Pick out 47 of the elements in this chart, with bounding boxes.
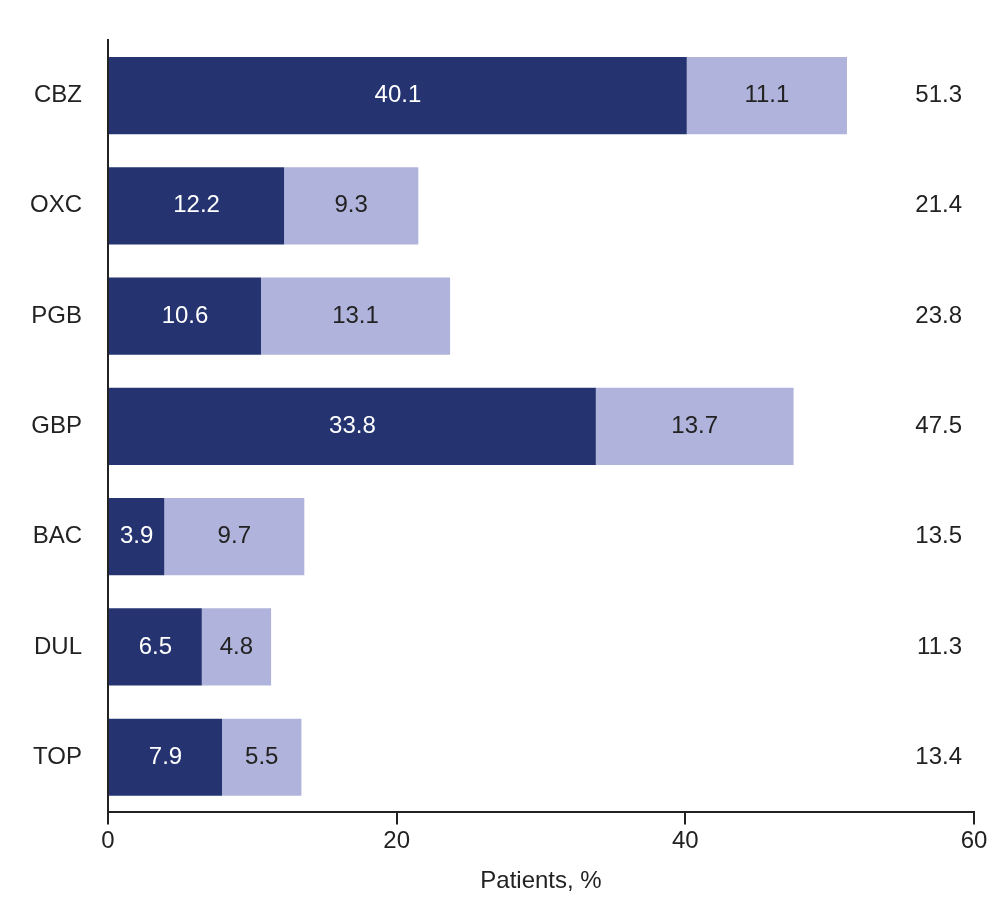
data-label: 40.1 bbox=[374, 80, 422, 108]
bar bbox=[109, 167, 285, 245]
data-label: 11.1 bbox=[744, 80, 790, 108]
x-tick-label: 40 bbox=[671, 826, 699, 854]
bar bbox=[109, 387, 596, 465]
data-label: 7.9 bbox=[148, 741, 183, 769]
data-label: 3.9 bbox=[119, 521, 154, 549]
annotation: 47.5 bbox=[915, 411, 962, 439]
annotation: 11.3 bbox=[917, 631, 962, 659]
data-label: 5.5 bbox=[245, 741, 279, 769]
y-tick-label: DUL bbox=[33, 631, 83, 659]
y-tick-label: GBP bbox=[31, 411, 83, 439]
annotation: 13.5 bbox=[915, 521, 962, 549]
y-tick-label: BAC bbox=[32, 521, 83, 549]
annotation: 13.4 bbox=[915, 741, 962, 769]
bar bbox=[261, 277, 451, 355]
bar bbox=[201, 608, 272, 686]
data-label: 10.6 bbox=[161, 300, 209, 328]
bar bbox=[109, 56, 687, 135]
bar bbox=[109, 608, 202, 686]
bar bbox=[595, 387, 794, 465]
data-label: 12.2 bbox=[173, 190, 220, 218]
data-label: 4.8 bbox=[219, 631, 254, 659]
x-tick-label: 20 bbox=[383, 826, 411, 854]
data-label: 13.1 bbox=[332, 300, 379, 328]
bar bbox=[686, 56, 847, 135]
data-label: 6.5 bbox=[138, 631, 173, 659]
bar bbox=[284, 167, 419, 245]
annotation: 23.8 bbox=[915, 300, 962, 328]
data-label: 9.7 bbox=[217, 521, 251, 549]
bar bbox=[109, 277, 261, 355]
x-tick-label: 60 bbox=[960, 826, 988, 854]
data-label: 33.8 bbox=[329, 411, 376, 439]
y-tick-label: OXC bbox=[29, 190, 83, 218]
y-tick-label: CBZ bbox=[34, 80, 83, 108]
data-label: 9.3 bbox=[334, 190, 368, 218]
annotation: 21.4 bbox=[915, 190, 962, 218]
bar bbox=[164, 498, 305, 576]
bar bbox=[222, 718, 302, 796]
y-tick-label: PGB bbox=[31, 300, 83, 328]
x-tick-label: 0 bbox=[101, 826, 115, 854]
bar bbox=[109, 718, 223, 796]
y-tick-label: TOP bbox=[33, 741, 83, 769]
annotation: 51.3 bbox=[915, 80, 962, 108]
data-label: 13.7 bbox=[671, 411, 719, 439]
bar bbox=[109, 498, 165, 576]
x-axis-title: Patients, % bbox=[480, 866, 602, 894]
